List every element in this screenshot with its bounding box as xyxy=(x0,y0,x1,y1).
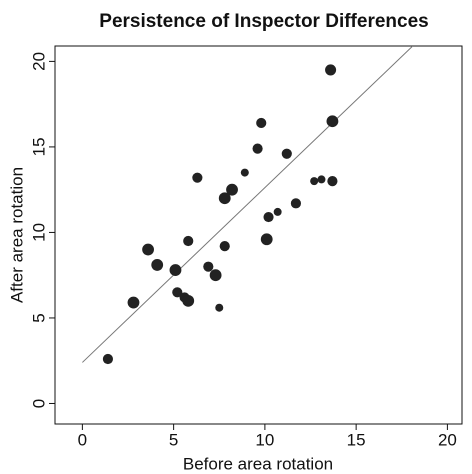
point xyxy=(226,183,238,196)
point xyxy=(183,235,194,247)
point xyxy=(192,172,203,183)
point xyxy=(290,198,301,209)
x-tick-label: 10 xyxy=(255,430,274,449)
point xyxy=(310,177,319,186)
point xyxy=(151,259,164,271)
point xyxy=(215,303,224,312)
point xyxy=(281,148,292,159)
point xyxy=(263,211,274,223)
point xyxy=(218,192,231,205)
x-tick-label: 15 xyxy=(347,430,366,449)
point xyxy=(327,176,338,187)
point xyxy=(219,241,230,252)
point xyxy=(252,143,263,154)
point xyxy=(102,353,114,365)
fit-line xyxy=(82,46,414,363)
point xyxy=(326,115,339,128)
point xyxy=(317,175,326,184)
x-tick-label: 20 xyxy=(438,430,457,449)
y-axis-label: After area rotation xyxy=(7,167,26,303)
y-tick-label: 0 xyxy=(29,399,48,408)
x-axis-label: Before area rotation xyxy=(183,454,333,473)
point xyxy=(256,117,267,129)
point xyxy=(172,287,183,298)
y-tick-label: 10 xyxy=(29,223,48,242)
point xyxy=(273,207,282,216)
chart-title: Persistence of Inspector Differences xyxy=(99,11,428,32)
x-tick-label: 0 xyxy=(78,430,87,449)
point xyxy=(127,296,140,309)
point xyxy=(182,294,195,307)
point xyxy=(209,269,222,282)
y-tick-label: 20 xyxy=(29,52,48,71)
plot-frame xyxy=(54,45,463,425)
y-tick-label: 15 xyxy=(29,137,48,156)
point xyxy=(203,261,214,272)
x-tick-label: 5 xyxy=(169,430,178,449)
point xyxy=(260,233,273,246)
point xyxy=(169,264,182,276)
point xyxy=(240,168,249,177)
y-tick-label: 5 xyxy=(29,313,48,322)
point xyxy=(325,64,337,76)
point xyxy=(142,243,154,256)
